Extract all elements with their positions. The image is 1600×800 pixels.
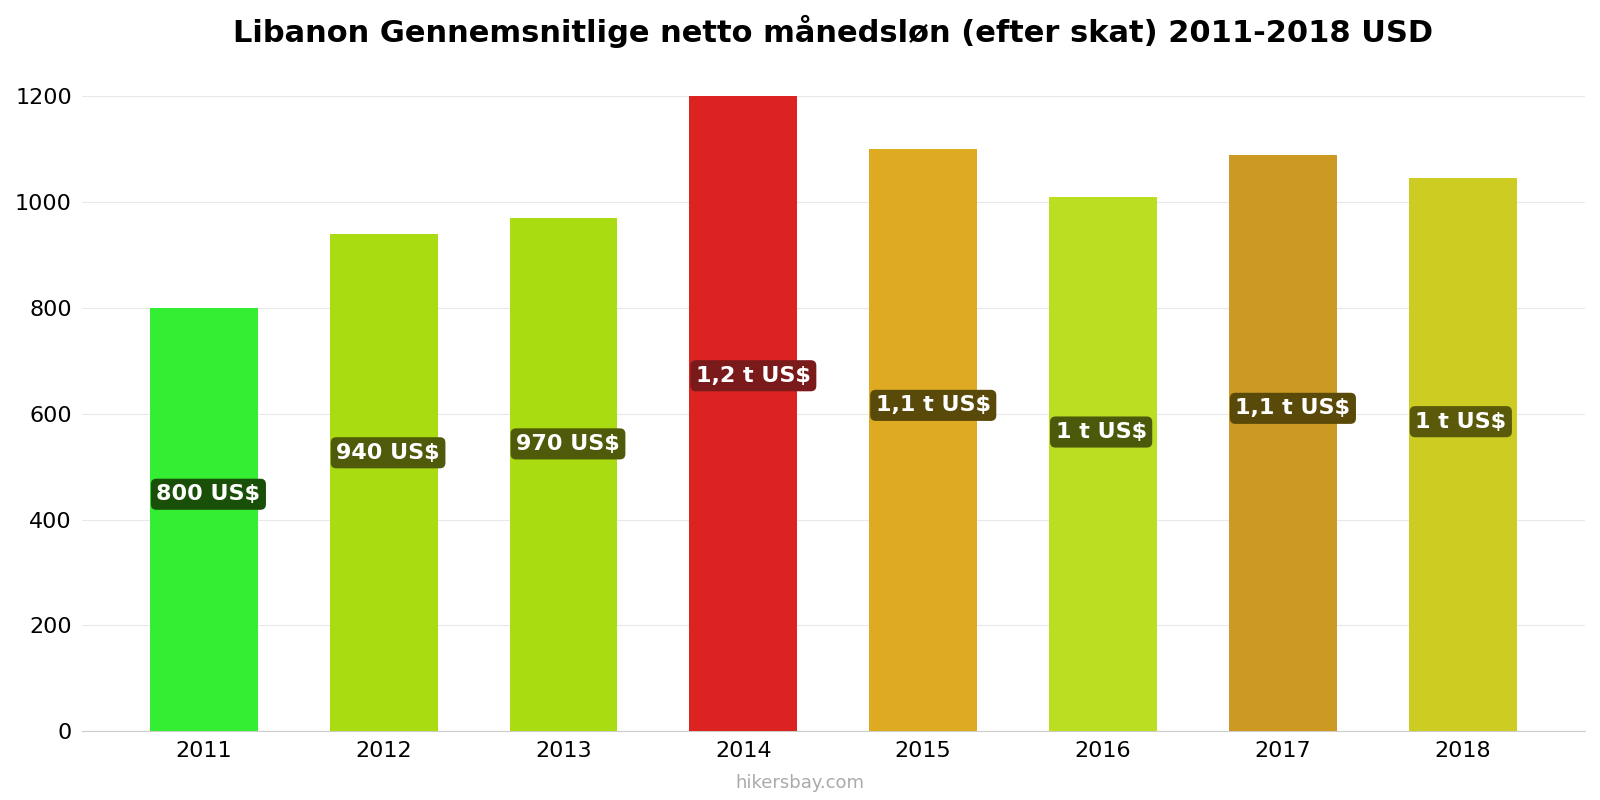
Text: 800 US$: 800 US$ <box>157 484 261 504</box>
Bar <box>150 308 258 731</box>
Bar <box>690 96 797 731</box>
Title: Libanon Gennemsnitlige netto månedsløn (efter skat) 2011-2018 USD: Libanon Gennemsnitlige netto månedsløn (… <box>234 15 1434 48</box>
Text: 1 t US$: 1 t US$ <box>1056 422 1147 442</box>
Bar <box>330 234 438 731</box>
Text: 1 t US$: 1 t US$ <box>1416 412 1506 432</box>
Text: 1,1 t US$: 1,1 t US$ <box>875 395 990 415</box>
Text: 970 US$: 970 US$ <box>517 434 619 454</box>
Bar <box>869 150 978 731</box>
Text: 1,2 t US$: 1,2 t US$ <box>696 366 811 386</box>
Text: 940 US$: 940 US$ <box>336 442 440 462</box>
Text: 1,1 t US$: 1,1 t US$ <box>1235 398 1350 418</box>
Bar <box>1050 197 1157 731</box>
Bar <box>509 218 618 731</box>
Text: hikersbay.com: hikersbay.com <box>736 774 864 792</box>
Bar <box>1229 154 1338 731</box>
Bar <box>1408 178 1517 731</box>
